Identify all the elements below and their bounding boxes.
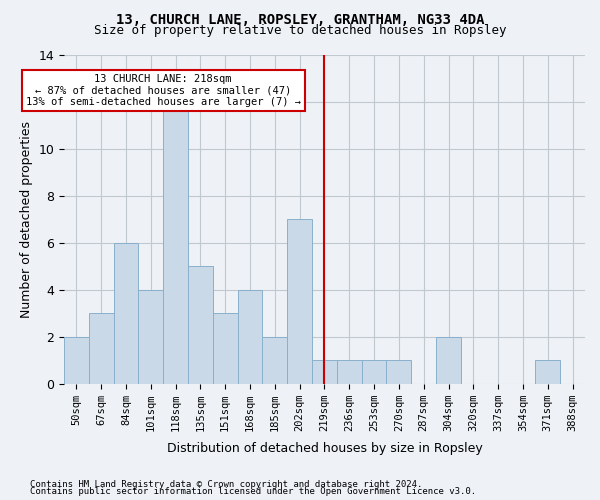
Bar xyxy=(64,336,89,384)
Bar xyxy=(362,360,386,384)
Text: Contains HM Land Registry data © Crown copyright and database right 2024.: Contains HM Land Registry data © Crown c… xyxy=(30,480,422,489)
Bar xyxy=(238,290,262,384)
Bar xyxy=(386,360,412,384)
Bar xyxy=(262,336,287,384)
Bar xyxy=(213,313,238,384)
Text: Contains public sector information licensed under the Open Government Licence v3: Contains public sector information licen… xyxy=(30,488,476,496)
Bar xyxy=(287,220,312,384)
Text: Size of property relative to detached houses in Ropsley: Size of property relative to detached ho… xyxy=(94,24,506,37)
Bar xyxy=(535,360,560,384)
Text: 13, CHURCH LANE, ROPSLEY, GRANTHAM, NG33 4DA: 13, CHURCH LANE, ROPSLEY, GRANTHAM, NG33… xyxy=(116,12,484,26)
Bar xyxy=(89,313,113,384)
Bar xyxy=(436,336,461,384)
Bar xyxy=(312,360,337,384)
Bar xyxy=(113,243,139,384)
Bar xyxy=(139,290,163,384)
Text: 13 CHURCH LANE: 218sqm
← 87% of detached houses are smaller (47)
13% of semi-det: 13 CHURCH LANE: 218sqm ← 87% of detached… xyxy=(26,74,301,107)
Y-axis label: Number of detached properties: Number of detached properties xyxy=(20,121,33,318)
Bar xyxy=(188,266,213,384)
X-axis label: Distribution of detached houses by size in Ropsley: Distribution of detached houses by size … xyxy=(167,442,482,455)
Bar xyxy=(163,102,188,384)
Bar xyxy=(337,360,362,384)
